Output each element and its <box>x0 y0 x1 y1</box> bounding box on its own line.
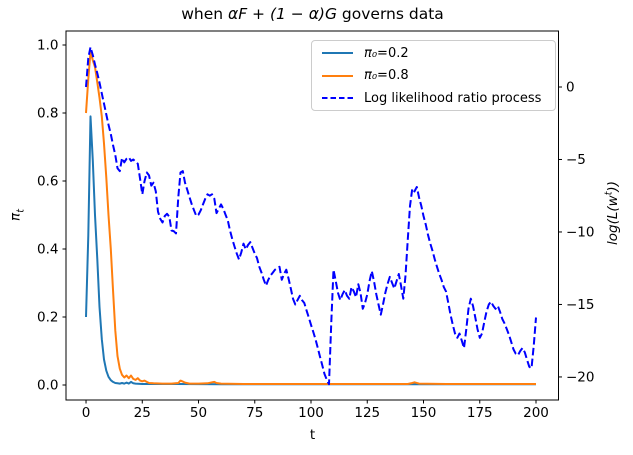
y-axis-label-left: πt <box>8 209 27 221</box>
title-prefix: when <box>181 5 228 23</box>
series-pi0-02-line <box>85 115 536 386</box>
legend-item: π₀=0.8 <box>321 65 555 86</box>
y-tick-left-label: 0.6 <box>37 174 58 190</box>
y-tick-left-label: 0.0 <box>37 378 58 394</box>
axes-spines <box>65 30 559 401</box>
x-tick-label: 125 <box>354 405 380 421</box>
x-tick-label: 175 <box>467 405 493 421</box>
legend-solid-line-swatch-icon <box>322 52 353 54</box>
x-tick-label: 100 <box>298 405 324 421</box>
ylabel-right-pre: log(L(w <box>604 195 621 245</box>
legend-label-text: =0.8 <box>377 68 409 83</box>
legend-dashed-line-swatch-icon <box>322 97 353 99</box>
legend-item: Log likelihood ratio process <box>321 88 555 109</box>
series-pi0-08-line <box>85 50 536 385</box>
chart-title: when αF + (1 − α)G governs data <box>0 5 625 23</box>
legend-label-math: π₀ <box>364 68 378 83</box>
y-tick-left-label: 1.0 <box>37 38 58 54</box>
y-tick-left-label: 0.2 <box>37 310 58 326</box>
series-llr-line <box>85 46 537 386</box>
legend-label-math: π₀ <box>364 45 378 61</box>
legend-item: π₀=0.2 <box>321 43 555 64</box>
y-axis-label-right: log(L(wt)) <box>603 181 621 245</box>
x-tick-label: 50 <box>190 405 207 421</box>
legend-label-text: =0.2 <box>377 45 409 61</box>
ylabel-left-symbol: π <box>7 212 24 221</box>
legend-solid-line-swatch-icon <box>322 74 353 77</box>
ylabel-right-post: )) <box>604 181 621 192</box>
title-math: αF + (1 − α)G <box>227 5 337 23</box>
x-axis-label: t <box>309 427 316 443</box>
x-tick-label: 0 <box>82 405 91 421</box>
x-tick-label: 200 <box>523 405 549 421</box>
x-tick-label: 75 <box>246 405 263 421</box>
legend-label: π₀=0.8 <box>364 68 409 83</box>
legend-label-text: Log likelihood ratio process <box>364 90 542 106</box>
title-suffix: governs data <box>336 5 444 23</box>
y-tick-right-label: −15 <box>566 297 595 313</box>
x-tick-label: 25 <box>134 405 151 421</box>
ylabel-left-subscript: t <box>15 209 27 213</box>
x-tick-label: 150 <box>411 405 437 421</box>
y-tick-left-label: 0.8 <box>37 106 58 122</box>
y-tick-right-label: −20 <box>566 369 595 385</box>
y-tick-right-label: 0 <box>566 79 575 95</box>
y-tick-right-label: −5 <box>566 152 586 168</box>
legend-box: π₀=0.2 π₀=0.8 Log likelihood ratio process <box>311 40 556 111</box>
y-tick-left-label: 0.4 <box>37 242 58 258</box>
legend-label: Log likelihood ratio process <box>364 91 541 106</box>
ylabel-right-superscript: t <box>603 191 615 196</box>
legend-label: π₀=0.2 <box>364 46 409 61</box>
y-tick-right-label: −10 <box>566 224 595 240</box>
